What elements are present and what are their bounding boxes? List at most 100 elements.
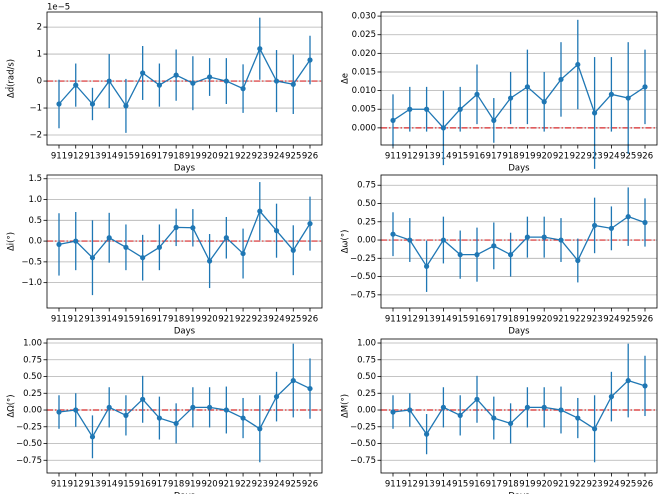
x-tick-label: 914 — [101, 152, 117, 162]
x-tick-label: 915 — [118, 480, 134, 490]
y-tick-label: −0.75 — [350, 456, 376, 466]
x-axis-label: Days — [508, 327, 530, 337]
x-tick-label: 922 — [570, 315, 586, 325]
point — [390, 117, 396, 124]
point — [190, 404, 196, 410]
y-tick-label: 0 — [37, 77, 42, 87]
x-tick-label: 925 — [620, 480, 636, 490]
x-tick-label: 915 — [118, 315, 134, 325]
point — [440, 125, 446, 131]
x-tick-label: 918 — [502, 480, 518, 490]
x-tick-label: 920 — [536, 152, 552, 162]
point — [290, 377, 296, 384]
y-axis-label: Δω(°) — [341, 230, 351, 254]
point — [474, 396, 480, 402]
point — [240, 86, 246, 92]
x-tick-label: 913 — [418, 315, 434, 325]
point — [524, 84, 531, 90]
y-tick-label: 0.75 — [23, 355, 42, 365]
y-tick-label: 0.50 — [357, 199, 376, 209]
point — [390, 409, 396, 415]
x-tick-label: 919 — [185, 152, 201, 162]
y-tick-label: −0.25 — [16, 422, 42, 432]
x-tick-label: 916 — [135, 152, 151, 162]
y-axis-label: ΔM(°) — [341, 394, 351, 418]
point — [491, 117, 497, 124]
point — [608, 394, 615, 400]
x-tick-label: 911 — [385, 152, 401, 162]
x-tick-label: 921 — [553, 315, 569, 325]
point — [307, 385, 313, 392]
x-tick-label: 922 — [235, 315, 251, 325]
point — [207, 404, 213, 410]
point — [73, 82, 79, 88]
point — [457, 106, 463, 112]
x-tick-label: 926 — [302, 152, 318, 162]
x-tick-label: 920 — [201, 152, 217, 162]
x-tick-label: 925 — [285, 480, 301, 490]
y-axis-label: Δi(°) — [7, 232, 17, 251]
y-tick-label: −0.50 — [350, 439, 376, 449]
y-tick-label: 0.50 — [357, 372, 376, 382]
series-line — [58, 47, 311, 108]
x-tick-label: 912 — [402, 480, 418, 490]
x-tick-label: 919 — [519, 152, 535, 162]
point — [106, 404, 112, 410]
x-tick-label: 921 — [553, 152, 569, 162]
x-tick-label: 915 — [452, 315, 468, 325]
point — [508, 252, 514, 258]
x-tick-label: 917 — [151, 152, 167, 162]
y-tick-label: 0.25 — [357, 217, 376, 227]
point — [89, 101, 96, 107]
point — [223, 235, 229, 241]
y-tick-label: −0.50 — [350, 272, 376, 282]
y-tick-label: 0.015 — [352, 67, 376, 77]
series-line — [58, 209, 311, 263]
x-tick-label: 912 — [402, 152, 418, 162]
x-tick-label: 916 — [469, 152, 485, 162]
x-tick-label: 913 — [418, 152, 434, 162]
x-tick-label: 920 — [201, 480, 217, 490]
x-tick-label: 918 — [502, 152, 518, 162]
x-tick-label: 922 — [235, 480, 251, 490]
x-tick-label: 923 — [586, 315, 602, 325]
x-tick-label: 917 — [486, 480, 502, 490]
point — [123, 412, 129, 418]
y-tick-label: 0.00 — [357, 406, 376, 416]
subplot: −0.75 −0.50 −0.25 0.00 0.25 0.50 0.75 911 912 913… — [341, 174, 658, 337]
x-tick-label: 912 — [68, 480, 84, 490]
x-tick-label: 915 — [118, 152, 134, 162]
series-line — [392, 215, 646, 268]
axes-frame — [46, 338, 323, 474]
x-tick-label: 918 — [168, 152, 184, 162]
x-tick-label: 922 — [235, 152, 251, 162]
x-tick-label: 924 — [268, 152, 284, 162]
x-tick-label: 914 — [101, 315, 117, 325]
y-tick-label: 0.010 — [352, 86, 376, 96]
series-line — [392, 63, 646, 129]
point — [440, 237, 446, 243]
x-tick-label: 924 — [268, 480, 284, 490]
x-tick-label: 923 — [586, 480, 602, 490]
point — [625, 377, 631, 384]
point — [240, 415, 246, 421]
point — [541, 234, 547, 240]
point — [223, 78, 229, 84]
point — [541, 404, 547, 410]
point — [642, 84, 648, 90]
point — [407, 407, 413, 413]
point — [207, 258, 213, 264]
point — [474, 91, 480, 97]
point — [608, 225, 615, 231]
x-tick-label: 921 — [553, 480, 569, 490]
point — [474, 252, 480, 258]
x-tick-label: 916 — [135, 315, 151, 325]
point — [508, 420, 514, 427]
y-tick-label: 0.00 — [23, 406, 42, 416]
point — [424, 431, 430, 437]
x-tick-label: 923 — [252, 480, 268, 490]
point — [524, 234, 531, 240]
